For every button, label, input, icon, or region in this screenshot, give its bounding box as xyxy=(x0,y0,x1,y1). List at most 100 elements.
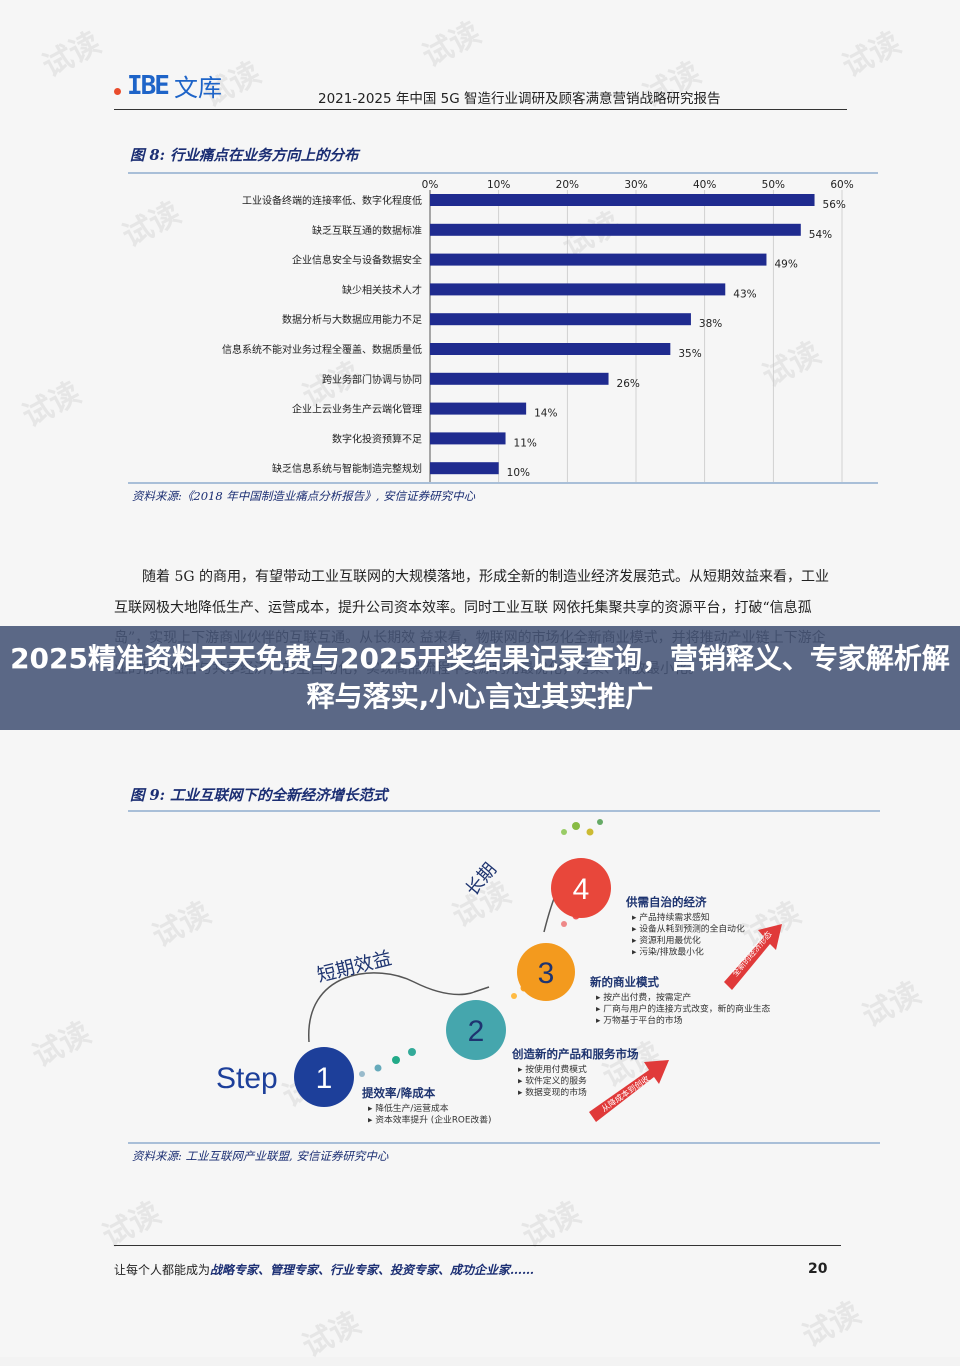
value-label: 56% xyxy=(823,199,846,211)
step-item: ▸ 按使用付费模式 xyxy=(518,1063,587,1075)
figure9-top-rule xyxy=(128,810,880,812)
footer-divider xyxy=(114,1245,841,1246)
step-heading: 供需自治的经济 xyxy=(625,895,707,909)
x-tick-label: 0% xyxy=(422,179,439,191)
x-tick-label: 60% xyxy=(830,179,853,191)
logo-mark: IBE xyxy=(127,70,170,101)
category-label: 缺少相关技术人才 xyxy=(342,283,422,296)
x-tick-label: 50% xyxy=(762,179,785,191)
curve-arrow-short xyxy=(473,986,490,993)
value-label: 10% xyxy=(507,467,530,479)
dot xyxy=(359,1071,365,1077)
bar xyxy=(430,402,527,415)
dot xyxy=(374,1064,382,1072)
step-descriptions: 提效率/降成本 ▸ 降低生产/运营成本▸ 资本效率提升 (企业ROE改善) 创造新的… xyxy=(362,895,771,1126)
step-item: ▸ 资源利用最优化 xyxy=(632,934,701,946)
value-label: 14% xyxy=(534,408,557,420)
category-label: 数字化投资预算不足 xyxy=(332,432,422,445)
watermark-text: 试读 xyxy=(796,1295,867,1355)
value-label: 43% xyxy=(733,288,756,300)
bar xyxy=(430,313,691,326)
step-item: ▸ 设备从耗到预测的全自动化 xyxy=(632,923,745,935)
step2-circle xyxy=(446,1000,506,1060)
watermark-text: 试读 xyxy=(836,25,907,85)
watermark-text: 试读 xyxy=(16,375,87,435)
promo-banner xyxy=(0,626,960,730)
x-tick-label: 30% xyxy=(624,179,647,191)
figure9-title: 图 9: 工业互联网下的全新经济增长范式 xyxy=(130,787,388,804)
step3-circle xyxy=(517,943,575,1001)
figure9-source: 资料来源: 工业互联网产业联盟, 安信证券研究中心 xyxy=(132,1149,389,1163)
category-label: 信息系统不能对业务过程全覆盖、数据质量低 xyxy=(222,343,422,356)
short-term-label: 短期效益 xyxy=(315,947,394,987)
figure8-bar-chart: 0% 10% 20% 30% 40% 50% 60% 工业设备终端的连接率低、数字化程度低 56… xyxy=(222,179,854,482)
arrow-high-text: 全新的经济形态 xyxy=(730,929,774,978)
dot xyxy=(597,819,603,825)
bar xyxy=(430,223,801,236)
ibe-logo: IBE 文库 xyxy=(114,68,222,103)
bar xyxy=(430,372,609,385)
page-number: 20 xyxy=(808,1261,828,1277)
footer-roles: 战略专家、管理专家、行业专家、投资专家、成功企业家…… xyxy=(210,1263,535,1277)
bar xyxy=(430,462,499,475)
dot xyxy=(511,993,517,999)
figure9-bottom-rule xyxy=(128,1142,880,1144)
step-item: ▸ 降低生产/运营成本 xyxy=(368,1102,449,1114)
logo-dot-icon xyxy=(114,88,121,95)
bar xyxy=(430,283,726,296)
step4-number: 4 xyxy=(573,873,590,906)
category-label: 工业设备终端的连接率低、数字化程度低 xyxy=(242,194,422,207)
arrow-low-icon xyxy=(589,1060,669,1122)
step-item: ▸ 数据变现的市场 xyxy=(518,1086,587,1098)
step1-number: 1 xyxy=(316,1062,333,1095)
dot xyxy=(408,1048,416,1056)
footer-text: 让每个人都能成为战略专家、管理专家、行业专家、投资专家、成功企业家…… xyxy=(114,1261,534,1278)
category-label: 企业信息安全与设备数据安全 xyxy=(292,254,422,267)
footer-lead: 让每个人都能成为 xyxy=(114,1263,211,1277)
step-label: Step xyxy=(216,1062,278,1095)
arrow-low-text: 从降成本到创收 xyxy=(599,1073,651,1113)
step-item: ▸ 软件定义的服务 xyxy=(518,1075,587,1087)
x-tick-label: 10% xyxy=(487,179,510,191)
watermark-text: 试读 xyxy=(26,1015,97,1075)
category-label: 企业上云业务生产云端化管理 xyxy=(292,403,422,416)
step-item: ▸ 按产出付费，按需定产 xyxy=(596,991,691,1003)
promo-banner-text: 2025精准资料天天免费与2025开奖结果记录查询，营销释义、专家解析解释与落实… xyxy=(10,642,950,713)
step4-circle xyxy=(551,858,611,918)
logo-text: 文库 xyxy=(173,74,222,102)
header-divider xyxy=(114,109,847,110)
watermark-text: 试读 xyxy=(416,15,487,75)
figure8-bottom-rule xyxy=(128,482,878,484)
value-label: 54% xyxy=(809,229,832,241)
dot xyxy=(392,1056,400,1064)
x-tick-label: 20% xyxy=(556,179,579,191)
category-label: 数据分析与大数据应用能力不足 xyxy=(282,313,422,326)
watermark-text: 试读 xyxy=(296,1305,367,1365)
step-item: ▸ 资本效率提升 (企业ROE改善) xyxy=(368,1114,491,1126)
step-heading: 新的商业模式 xyxy=(590,975,659,989)
value-label: 11% xyxy=(514,437,537,449)
curve-step1-2 xyxy=(308,972,475,1043)
value-label: 38% xyxy=(699,318,722,330)
figure8-source: 资料来源:《2018 年中国制造业痛点分析报告》, 安信证券研究中心 xyxy=(132,489,476,503)
watermark-text: 试读 xyxy=(36,25,107,85)
category-label: 缺乏信息系统与智能制造完整规划 xyxy=(272,462,422,475)
step-item: ▸ 厂商与用户的连接方式改变，新的商业生态 xyxy=(596,1003,771,1015)
figure8-top-rule xyxy=(128,172,878,174)
report-title: 2021-2025 年中国 5G 智造行业调研及顾客满意营销战略研究报告 xyxy=(318,91,721,107)
long-term-label: 长期 xyxy=(462,859,501,900)
value-label: 26% xyxy=(617,378,640,390)
category-label: 缺乏互联互通的数据标准 xyxy=(312,224,422,237)
dot xyxy=(586,828,594,836)
step-item: ▸ 产品持续需求感知 xyxy=(632,911,710,923)
step-heading: 创造新的产品和服务市场 xyxy=(511,1047,639,1061)
bar xyxy=(430,253,767,266)
dot xyxy=(561,829,567,835)
step-item: ▸ 万物基于平台的市场 xyxy=(596,1014,683,1026)
figure8-title: 图 8: 行业痛点在业务方向上的分布 xyxy=(130,147,359,164)
step2-number: 2 xyxy=(468,1015,485,1048)
figure9-diagram: 1 2 3 4 Step 短期效益 长期 提效率/降成本▸ 降低生产/运营成本▸… xyxy=(216,819,782,1126)
bar xyxy=(430,194,815,206)
value-label: 49% xyxy=(774,259,797,271)
